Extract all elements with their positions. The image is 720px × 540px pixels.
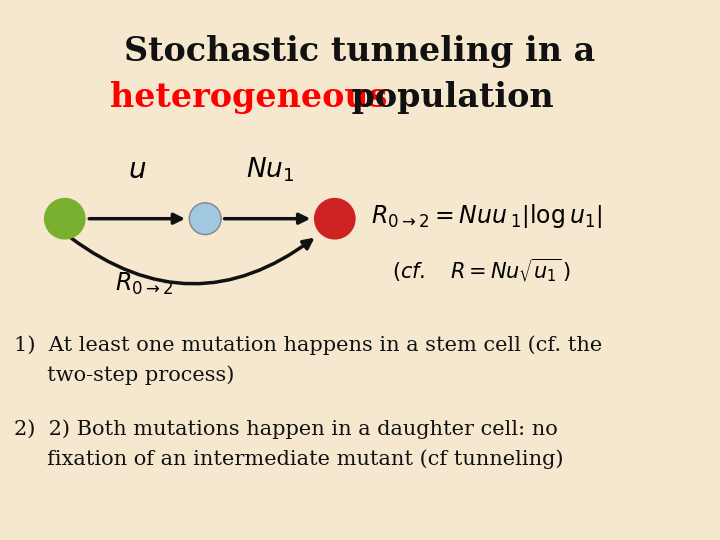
Text: heterogeneous: heterogeneous (109, 80, 387, 114)
Text: population: population (340, 80, 553, 114)
Text: $Nu_1$: $Nu_1$ (246, 156, 294, 184)
Ellipse shape (315, 199, 355, 239)
Text: two-step process): two-step process) (14, 366, 235, 385)
Ellipse shape (45, 199, 85, 239)
Text: $R_{0\rightarrow 2}$: $R_{0\rightarrow 2}$ (115, 271, 173, 296)
Text: 2)  2) Both mutations happen in a daughter cell: no: 2) 2) Both mutations happen in a daughte… (14, 420, 558, 439)
Text: Stochastic tunneling in a: Stochastic tunneling in a (125, 35, 595, 68)
Text: $R_{0\rightarrow 2} = Nuu_{\;1}\left|\log u_1\right|$: $R_{0\rightarrow 2} = Nuu_{\;1}\left|\lo… (371, 202, 602, 230)
Text: $\mathit{u}$: $\mathit{u}$ (127, 157, 146, 184)
Text: $(cf.\quad R = Nu\sqrt{u_1}\,)$: $(cf.\quad R = Nu\sqrt{u_1}\,)$ (392, 256, 572, 284)
Text: fixation of an intermediate mutant (cf tunneling): fixation of an intermediate mutant (cf t… (14, 449, 564, 469)
Text: 1)  At least one mutation happens in a stem cell (cf. the: 1) At least one mutation happens in a st… (14, 336, 603, 355)
Ellipse shape (189, 203, 221, 234)
FancyArrowPatch shape (71, 238, 312, 284)
